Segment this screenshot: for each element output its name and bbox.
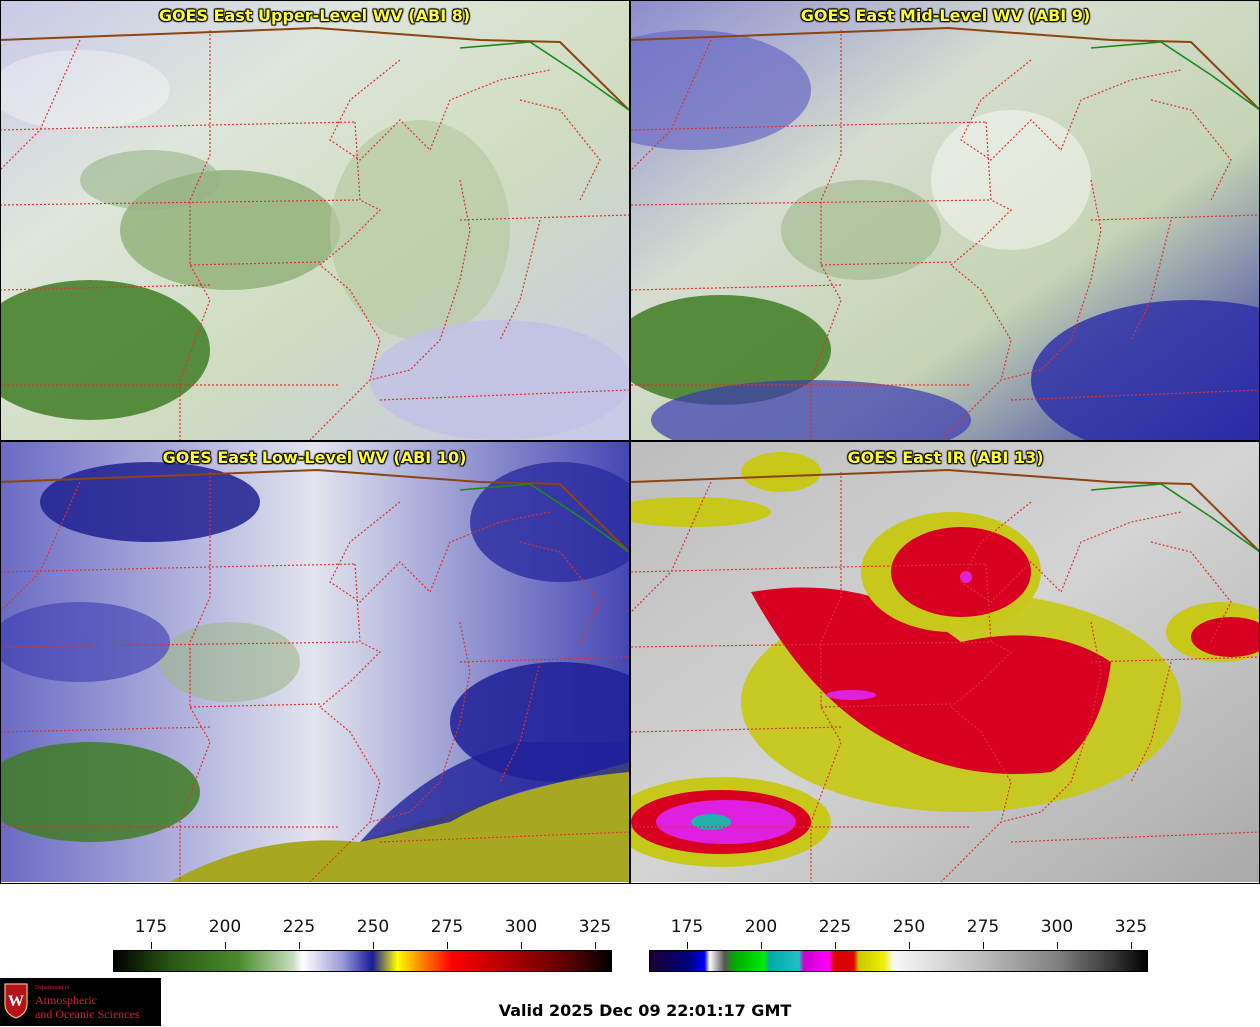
upper-level-wv-image (0, 0, 629, 440)
tick-mark (1131, 942, 1132, 949)
aos-logo: W Department of Atmospheric and Oceanic … (0, 978, 161, 1026)
tick-label: 225 (818, 917, 852, 937)
tick-label: 175 (134, 917, 168, 937)
uw-shield-icon: W (4, 983, 28, 1019)
tick-mark (1057, 942, 1058, 949)
valid-time: Valid 2025 Dec 09 22:01:17 GMT (498, 1001, 792, 1020)
panel-title: GOES East Upper-Level WV (ABI 8) (158, 6, 471, 25)
low-level-wv-panel: GOES East Low-Level WV (ABI 10) (0, 442, 629, 882)
tick-label: 200 (744, 917, 778, 937)
tick-label: 300 (1040, 917, 1074, 937)
ir-colorbar: 175 200 225 250 275 300 325 (649, 917, 1148, 972)
mid-level-wv-panel: GOES East Mid-Level WV (ABI 9) (631, 0, 1260, 440)
tick-mark (373, 942, 374, 949)
tick-mark (761, 942, 762, 949)
tick-label: 300 (504, 917, 538, 937)
tick-mark (225, 942, 226, 949)
tick-label: 225 (282, 917, 316, 937)
tick-mark (521, 942, 522, 949)
low-level-wv-image (0, 442, 629, 882)
mid-level-wv-image (631, 0, 1260, 440)
shield-letter: W (8, 993, 24, 1010)
panel-title: GOES East Low-Level WV (ABI 10) (162, 448, 467, 467)
tick-label: 275 (966, 917, 1000, 937)
tick-label: 325 (1114, 917, 1148, 937)
tick-label: 325 (578, 917, 612, 937)
tick-label: 200 (208, 917, 242, 937)
panel-divider-horizontal (0, 440, 1260, 442)
tick-mark (835, 942, 836, 949)
tick-mark (983, 942, 984, 949)
tick-mark (447, 942, 448, 949)
wv-colorbar: 175 200 225 250 275 300 325 (113, 917, 612, 972)
tick-label: 250 (892, 917, 926, 937)
tick-label: 275 (430, 917, 464, 937)
tick-mark (909, 942, 910, 949)
logo-dept: Department of (35, 985, 70, 991)
ir-panel: GOES East IR (ABI 13) (631, 442, 1260, 882)
tick-label: 175 (670, 917, 704, 937)
ir-image (631, 442, 1260, 882)
logo-line2: and Oceanic Sciences (35, 1007, 140, 1021)
upper-level-wv-panel: GOES East Upper-Level WV (ABI 8) (0, 0, 629, 440)
tick-label: 250 (356, 917, 390, 937)
panel-title: GOES East IR (ABI 13) (847, 448, 1044, 467)
tick-mark (151, 942, 152, 949)
tick-mark (299, 942, 300, 949)
tick-mark (595, 942, 596, 949)
logo-line1: Atmospheric (35, 993, 97, 1007)
tick-mark (687, 942, 688, 949)
panel-title: GOES East Mid-Level WV (ABI 9) (800, 6, 1091, 25)
panel-divider-vertical (629, 0, 631, 884)
